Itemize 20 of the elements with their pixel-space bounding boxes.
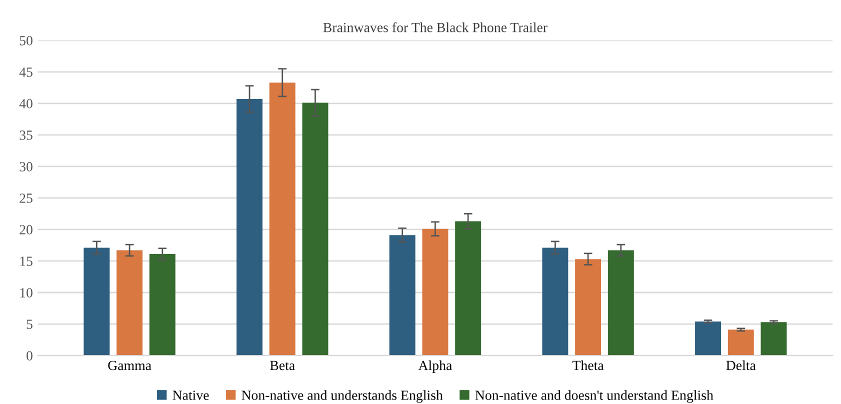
x-tick-label: Alpha	[418, 360, 452, 373]
y-tick-label: 0	[26, 351, 32, 360]
y-tick-label: 50	[20, 36, 32, 46]
y-tick-label: 5	[26, 320, 32, 329]
x-tick-label: Beta	[270, 360, 295, 370]
y-tick-label: 15	[20, 256, 32, 266]
y-tick-label: 45	[19, 68, 32, 77]
y-tick-label: 40	[19, 99, 32, 108]
legend-label: Non-native and doesn't understand English	[475, 390, 714, 403]
y-tick-label: 25	[20, 194, 32, 203]
y-tick-label: 10	[20, 288, 32, 298]
x-tick-label: Gamma	[108, 360, 152, 370]
x-tick-label: Delta	[726, 360, 756, 370]
y-tick-label: 20	[20, 225, 32, 234]
y-tick-label: 35	[20, 130, 32, 140]
legend-label: Native	[172, 390, 209, 400]
legend-label: Non-native and understands English	[242, 390, 443, 403]
chart-title: Brainwaves for The Black Phone Trailer	[323, 22, 548, 32]
y-tick-label: 30	[20, 162, 32, 172]
x-tick-label: Theta	[572, 360, 604, 370]
